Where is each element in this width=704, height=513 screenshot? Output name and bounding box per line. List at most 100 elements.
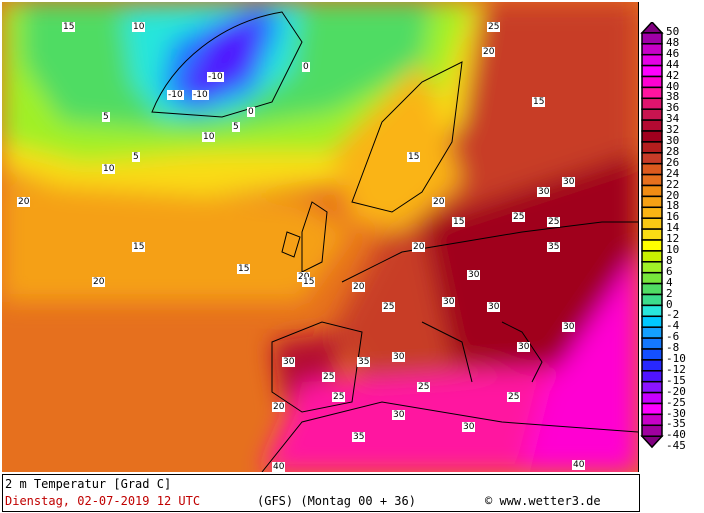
temperature-value-label: 25 <box>322 372 336 382</box>
temperature-value-label: -10 <box>192 90 209 100</box>
legend-label: 28 <box>666 144 680 158</box>
legend-swatch <box>641 304 663 318</box>
legend-swatch <box>641 162 663 176</box>
legend-colorbar <box>640 20 664 449</box>
temperature-value-label: 10 <box>132 22 146 32</box>
temperature-value-label: 35 <box>547 242 561 252</box>
legend-label: 42 <box>666 68 680 82</box>
legend-label: 18 <box>666 199 680 213</box>
temperature-value-label: 15 <box>237 264 251 274</box>
legend-swatch <box>641 206 663 219</box>
legend-label: 8 <box>666 253 673 267</box>
legend-label: -25 <box>666 395 686 409</box>
legend-swatch <box>641 261 663 274</box>
temperature-value-label: 20 <box>17 197 31 207</box>
temperature-value-label: 25 <box>417 382 431 392</box>
temperature-value-label: 25 <box>512 212 526 222</box>
legend-swatch <box>641 402 663 416</box>
temperature-value-label: 15 <box>532 97 546 107</box>
legend-swatch <box>641 315 663 328</box>
temperature-value-label: 30 <box>537 187 551 197</box>
legend-swatch <box>641 108 663 121</box>
legend-label: -20 <box>666 384 686 398</box>
legend-label: 36 <box>666 101 680 115</box>
legend-label: -15 <box>666 373 686 387</box>
temperature-value-label: 15 <box>132 242 146 252</box>
legend-swatch <box>641 130 663 143</box>
temperature-value-label: 25 <box>507 392 521 402</box>
legend-label: -8 <box>666 341 680 355</box>
copyright: © www.wetter3.de <box>485 494 601 508</box>
legend-swatch <box>641 119 663 132</box>
legend-swatch <box>641 359 663 372</box>
legend-label: -30 <box>666 406 686 420</box>
legend-swatch <box>641 53 663 67</box>
temperature-value-label: 5 <box>232 122 240 132</box>
legend-label: -12 <box>666 362 686 376</box>
temperature-value-label: 5 <box>102 112 110 122</box>
legend-label: 24 <box>666 166 680 180</box>
legend-swatch <box>641 141 663 154</box>
chart-title: 2 m Temperatur [Grad C] <box>5 477 172 491</box>
temperature-value-label: 15 <box>452 217 466 227</box>
coastlines <box>151 11 638 472</box>
legend-label: -35 <box>666 417 686 431</box>
legend-label: 16 <box>666 210 680 224</box>
legend-swatch <box>641 337 663 350</box>
temperature-value-label: 30 <box>462 422 476 432</box>
temperature-value-label: 25 <box>487 22 501 32</box>
legend-label: 38 <box>666 90 680 104</box>
legend-label: 34 <box>666 112 680 126</box>
legend-swatch <box>640 435 664 449</box>
valid-date: Dienstag, 02-07-2019 12 UTC <box>5 494 201 508</box>
temperature-value-label: 30 <box>517 342 531 352</box>
temperature-value-label: 20 <box>352 282 366 292</box>
footer: 2 m Temperatur [Grad C] Dienstag, 02-07-… <box>2 474 640 512</box>
temperature-value-label: -10 <box>207 72 224 82</box>
legend-label: 48 <box>666 35 680 49</box>
temperature-value-label: 35 <box>352 432 366 442</box>
legend-label: -6 <box>666 330 680 344</box>
legend-label: 40 <box>666 79 680 93</box>
legend-swatch <box>641 32 663 45</box>
temperature-value-label: 30 <box>392 352 406 362</box>
legend-swatch <box>641 228 663 241</box>
temperature-value-label: 30 <box>392 410 406 420</box>
legend-swatch <box>641 43 663 56</box>
legend-label: 0 <box>666 297 673 311</box>
legend-label: 4 <box>666 275 673 289</box>
temperature-value-label: 25 <box>332 392 346 402</box>
legend-label: 14 <box>666 221 680 235</box>
legend-label: 50 <box>666 25 680 38</box>
color-legend: 50 48 46 44 42 40 38 36 34 32 30 28 26 24 22 20 18 16 14 12… <box>640 20 704 462</box>
temperature-value-label: 15 <box>62 22 76 32</box>
legend-label: 20 <box>666 188 680 202</box>
legend-swatch <box>641 239 663 252</box>
legend-swatch <box>640 20 664 34</box>
legend-swatch <box>641 293 663 307</box>
legend-swatch <box>641 348 663 361</box>
legend-swatch <box>641 152 663 165</box>
legend-label: -4 <box>666 319 680 333</box>
legend-label: 46 <box>666 46 680 60</box>
temperature-value-label: 15 <box>407 152 421 162</box>
legend-swatch <box>641 271 663 285</box>
temperature-value-label: 30 <box>467 270 481 280</box>
legend-label: 12 <box>666 232 680 246</box>
temperature-value-label: 0 <box>302 62 310 72</box>
legend-swatch <box>641 326 663 339</box>
temperature-value-label: 5 <box>132 152 140 162</box>
legend-swatch <box>641 424 663 437</box>
legend-swatch <box>641 184 663 198</box>
legend-label: 10 <box>666 243 680 256</box>
temperature-value-label: 30 <box>282 357 296 367</box>
legend-swatch <box>641 282 663 296</box>
temperature-value-label: 20 <box>272 402 286 412</box>
legend-swatch <box>641 217 663 230</box>
temperature-value-label: 30 <box>562 177 576 187</box>
temperature-field <box>2 2 638 472</box>
legend-swatch <box>641 75 663 89</box>
legend-label: 30 <box>666 134 680 147</box>
legend-label: 2 <box>666 286 673 300</box>
model-run: (GFS) (Montag 00 + 36) <box>257 494 416 508</box>
